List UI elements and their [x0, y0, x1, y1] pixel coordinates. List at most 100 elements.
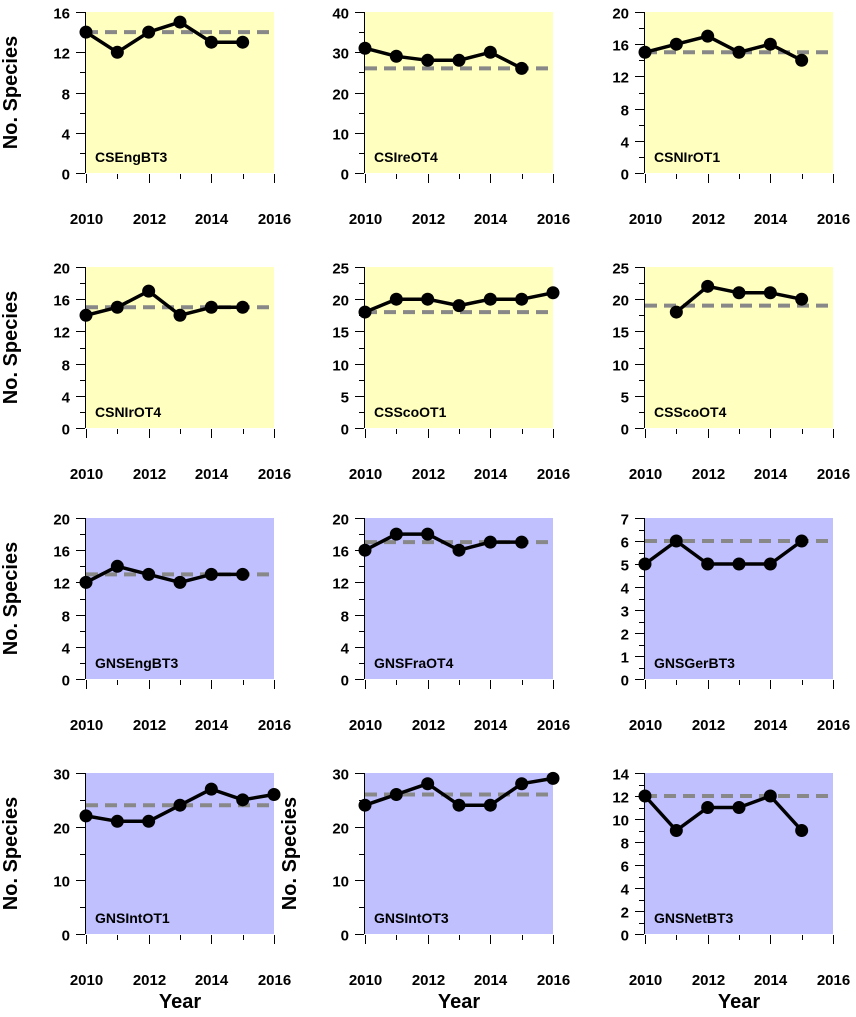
data-point [173, 575, 187, 589]
data-point [669, 305, 683, 319]
y-tick-label: 30 [332, 767, 349, 784]
x-tick-label: 2016 [258, 972, 291, 989]
y-tick-label: 5 [621, 558, 629, 575]
y-tick-label: 25 [332, 261, 349, 278]
y-tick-label: 5 [621, 390, 629, 407]
y-tick-label: 12 [53, 325, 70, 342]
data-point [358, 41, 372, 55]
data-point [638, 789, 652, 803]
y-tick-label: 2 [621, 905, 629, 922]
x-tick-label: 2012 [133, 972, 166, 989]
y-tick-label: 8 [621, 103, 629, 120]
x-tick-label: 2012 [692, 211, 725, 228]
panel-gnsfraot4: 0 4 8 12 16 20 2010 2012 2014 2016 GNSFraOT4 [332, 512, 570, 735]
y-tick-label: 20 [612, 293, 629, 310]
x-axis-title: Year [438, 991, 480, 1013]
y-tick-label: 20 [332, 293, 349, 310]
data-point [795, 53, 809, 67]
data-point [763, 37, 777, 51]
x-tick-label: 2014 [474, 211, 508, 228]
data-point [452, 543, 466, 557]
data-point [515, 777, 529, 791]
data-point [389, 292, 403, 306]
plot-area [365, 12, 553, 173]
panel-csengbt3: 0 4 8 12 16 2010 2012 2014 2016 CSEngBT3 No. Speci… [0, 6, 291, 229]
y-tick-label: 10 [332, 358, 349, 375]
y-tick-label: 40 [332, 6, 349, 23]
data-point [483, 535, 497, 549]
panel-title: GNSIntOT3 [374, 910, 449, 926]
x-tick-label: 2016 [258, 466, 291, 483]
x-tick-label: 2012 [133, 466, 166, 483]
panel-title: CSNIrOT4 [95, 404, 161, 420]
data-point [421, 53, 435, 67]
x-tick-label: 2016 [537, 466, 570, 483]
x-tick-label: 2014 [195, 972, 229, 989]
y-tick-label: 12 [53, 576, 70, 593]
x-tick-label: 2012 [412, 972, 445, 989]
data-point [358, 305, 372, 319]
y-tick-label: 4 [621, 135, 630, 152]
data-point [669, 37, 683, 51]
y-tick-label: 3 [621, 604, 629, 621]
x-tick-label: 2016 [817, 466, 850, 483]
x-tick-label: 2014 [754, 972, 788, 989]
x-tick-label: 2012 [692, 972, 725, 989]
y-tick-label: 0 [341, 422, 349, 439]
data-point [110, 559, 124, 573]
panel-title: GNSNetBT3 [654, 910, 734, 926]
y-tick-label: 4 [62, 390, 71, 407]
y-tick-label: 16 [53, 544, 70, 561]
data-point [732, 557, 746, 571]
data-point [732, 45, 746, 59]
data-point [204, 567, 218, 581]
data-point [173, 15, 187, 29]
data-point [142, 25, 156, 39]
y-tick-label: 14 [612, 767, 629, 784]
data-point [142, 284, 156, 298]
data-point [358, 543, 372, 557]
x-tick-label: 2012 [692, 466, 725, 483]
data-point [701, 29, 715, 43]
plot-area [86, 518, 274, 679]
data-point [669, 534, 683, 548]
y-tick-label: 16 [53, 293, 70, 310]
data-point [763, 789, 777, 803]
x-tick-label: 2010 [629, 466, 662, 483]
x-tick-label: 2016 [258, 211, 291, 228]
data-point [483, 798, 497, 812]
y-tick-label: 12 [612, 790, 629, 807]
data-point [79, 809, 93, 823]
y-axis-title: No. Species [0, 36, 22, 149]
x-tick-label: 2010 [629, 717, 662, 734]
x-tick-label: 2014 [195, 211, 229, 228]
x-tick-label: 2010 [349, 972, 382, 989]
data-point [389, 527, 403, 541]
y-tick-label: 6 [621, 535, 629, 552]
data-point [79, 575, 93, 589]
x-tick-label: 2014 [195, 717, 229, 734]
y-tick-label: 15 [332, 325, 349, 342]
y-tick-label: 20 [332, 87, 349, 104]
data-point [236, 793, 250, 807]
panel-csscoot1: 0 5 10 15 20 25 2010 2012 2014 2016 CSScoOT1 [332, 261, 570, 484]
x-tick-label: 2014 [474, 972, 508, 989]
panel-csscoot4: 0 5 10 15 20 25 2010 2012 2014 2016 CSScoOT4 [612, 261, 850, 484]
y-tick-label: 0 [621, 673, 629, 690]
data-point [546, 771, 560, 785]
panel-title: GNSIntOT1 [95, 910, 170, 926]
panel-title: GNSFraOT4 [374, 655, 454, 671]
data-point [546, 286, 560, 300]
panel-gnsnetbt3: 0 2 4 6 8 10 12 14 2010 2012 2014 2016 GNSNetBT3 Year [612, 767, 850, 1014]
data-point [204, 35, 218, 49]
y-tick-label: 12 [53, 46, 70, 63]
data-point [110, 45, 124, 59]
x-tick-label: 2012 [412, 717, 445, 734]
y-tick-label: 4 [62, 641, 71, 658]
plot-area [86, 267, 274, 428]
y-tick-label: 0 [62, 673, 70, 690]
y-axis-title: No. Species [0, 797, 22, 910]
panel-csireot4: 0 10 20 30 40 2010 2012 2014 2016 CSIreOT4 [332, 6, 570, 229]
y-tick-label: 30 [332, 46, 349, 63]
x-tick-label: 2014 [474, 717, 508, 734]
